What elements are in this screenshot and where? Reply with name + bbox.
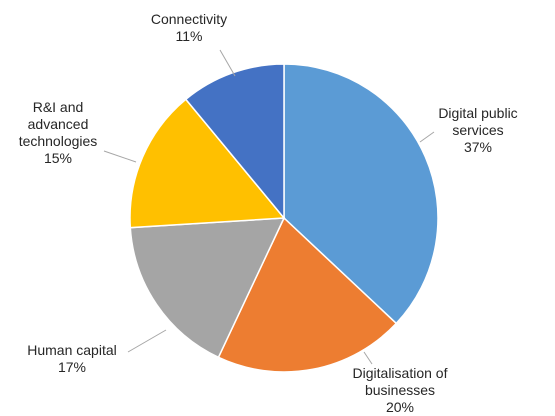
data-label-value: 17%: [58, 359, 86, 375]
data-label-category: technologies: [19, 133, 98, 149]
data-label-value: 15%: [44, 150, 72, 166]
data-label-category: services: [452, 122, 503, 138]
data-label-value: 11%: [176, 28, 203, 44]
data-label-digital-public-services: Digital public services 37%: [438, 105, 517, 155]
data-label-category: R&I and: [33, 99, 84, 115]
data-label-human-capital: Human capital 17%: [27, 342, 117, 375]
data-label-value: 37%: [464, 139, 492, 155]
data-label-category: Digitalisation of: [353, 365, 448, 381]
data-label-r-i-and-advanced-technologies: R&I and advanced technologies 15%: [19, 99, 98, 166]
data-label-connectivity: Connectivity 11%: [151, 11, 227, 44]
leader-line-digitalisation-of-businesses: [364, 352, 372, 364]
data-label-category: Human capital: [27, 342, 117, 358]
leader-line-connectivity: [220, 50, 235, 76]
data-label-category: businesses: [365, 382, 435, 398]
data-label-category: Digital public: [438, 105, 517, 121]
leader-line-human-capital: [128, 330, 166, 352]
slices-layer: [130, 64, 438, 372]
data-label-category: Connectivity: [151, 11, 227, 27]
leader-line-digital-public-services: [420, 132, 434, 142]
data-label-category: advanced: [28, 116, 89, 132]
data-label-value: 20%: [386, 399, 414, 415]
data-label-digitalisation-of-businesses: Digitalisation of businesses 20%: [353, 365, 448, 415]
leader-line-r-i-and-advanced-technologies: [104, 151, 136, 162]
